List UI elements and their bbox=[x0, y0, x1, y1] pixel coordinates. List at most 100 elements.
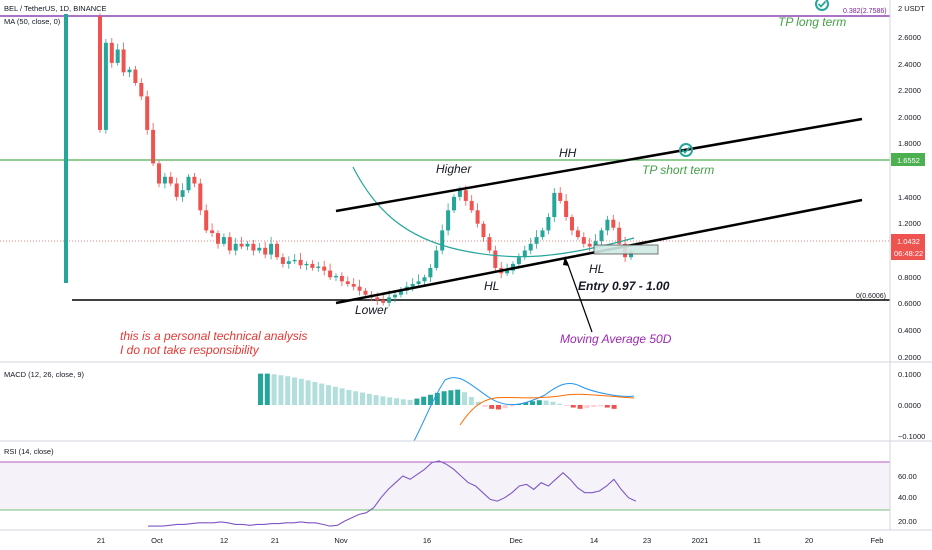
macd-histogram-bar[interactable] bbox=[564, 405, 569, 406]
candle[interactable] bbox=[227, 237, 232, 251]
candle[interactable] bbox=[310, 263, 315, 268]
macd-histogram-bar[interactable] bbox=[462, 392, 467, 405]
candle[interactable] bbox=[322, 266, 327, 271]
candle[interactable] bbox=[269, 243, 274, 255]
candle[interactable] bbox=[605, 219, 610, 231]
macd-histogram-bar[interactable] bbox=[353, 391, 359, 405]
candle[interactable] bbox=[375, 297, 380, 301]
macd-histogram-bar[interactable] bbox=[611, 405, 617, 409]
macd-histogram-bar[interactable] bbox=[570, 405, 576, 408]
macd-histogram-bar[interactable] bbox=[550, 401, 556, 405]
macd-histogram-bar[interactable] bbox=[264, 373, 270, 405]
signal-line[interactable] bbox=[459, 393, 635, 426]
macd-histogram-bar[interactable] bbox=[326, 385, 331, 405]
candle[interactable] bbox=[180, 190, 185, 197]
macd-histogram-bar[interactable] bbox=[414, 398, 420, 405]
macd-histogram-bar[interactable] bbox=[339, 388, 345, 405]
candle[interactable] bbox=[345, 281, 350, 284]
macd-pane[interactable] bbox=[258, 373, 635, 442]
candle[interactable] bbox=[552, 192, 557, 217]
macd-histogram-bar[interactable] bbox=[407, 399, 413, 405]
candle[interactable] bbox=[257, 247, 262, 251]
macd-histogram-bar[interactable] bbox=[502, 405, 508, 409]
rsi-indicator-label[interactable]: RSI (14, close) bbox=[4, 447, 54, 456]
tp-price-badge[interactable] bbox=[891, 153, 925, 166]
macd-histogram-bar[interactable] bbox=[577, 405, 583, 409]
candle[interactable] bbox=[564, 200, 569, 217]
candle[interactable] bbox=[446, 210, 451, 231]
ma-indicator-label[interactable]: MA (50, close, 0) bbox=[4, 17, 61, 26]
candle[interactable] bbox=[516, 257, 521, 264]
rsi-pane[interactable] bbox=[0, 460, 890, 527]
candle[interactable] bbox=[204, 210, 209, 231]
candle[interactable] bbox=[534, 237, 539, 244]
macd-histogram-bar[interactable] bbox=[591, 405, 597, 407]
candle[interactable] bbox=[286, 261, 291, 264]
macd-histogram-bar[interactable] bbox=[360, 392, 365, 405]
candle[interactable] bbox=[481, 223, 486, 238]
candle[interactable] bbox=[145, 96, 150, 130]
macd-histogram-bar[interactable] bbox=[434, 392, 440, 405]
entry-zone[interactable] bbox=[593, 244, 659, 255]
candle[interactable] bbox=[233, 243, 238, 251]
candle[interactable] bbox=[263, 247, 268, 255]
macd-line[interactable] bbox=[413, 377, 635, 442]
candle[interactable] bbox=[186, 176, 191, 191]
last-price-badge[interactable] bbox=[891, 234, 925, 260]
candle[interactable] bbox=[292, 259, 297, 262]
candle[interactable] bbox=[440, 230, 445, 251]
candle[interactable] bbox=[157, 163, 161, 184]
candle[interactable] bbox=[139, 83, 144, 97]
rsi-line[interactable] bbox=[148, 460, 637, 527]
macd-histogram-bar[interactable] bbox=[557, 403, 563, 405]
macd-indicator-label[interactable]: MACD (12, 26, close, 9) bbox=[4, 370, 85, 379]
candle[interactable] bbox=[304, 263, 309, 266]
candle[interactable] bbox=[245, 243, 250, 247]
candle[interactable] bbox=[587, 243, 592, 247]
candle[interactable] bbox=[316, 266, 321, 268]
candle[interactable] bbox=[617, 227, 622, 244]
macd-histogram-bar[interactable] bbox=[523, 402, 529, 405]
price-axis[interactable]: 2.6000 2.4000 2.2000 2.0000 1.8000 1.4000 1.20… bbox=[891, 4, 925, 526]
macd-histogram-bar[interactable] bbox=[428, 394, 433, 405]
candle[interactable] bbox=[151, 129, 156, 164]
macd-histogram-bar[interactable] bbox=[530, 401, 535, 405]
candle[interactable] bbox=[210, 230, 215, 234]
macd-histogram-bar[interactable] bbox=[258, 373, 263, 405]
candle[interactable] bbox=[570, 217, 574, 231]
macd-histogram-bar[interactable] bbox=[394, 398, 399, 405]
macd-histogram-bar[interactable] bbox=[305, 380, 311, 405]
candle[interactable] bbox=[398, 290, 403, 295]
candle[interactable] bbox=[280, 257, 285, 264]
candle[interactable] bbox=[599, 230, 604, 242]
macd-histogram-bar[interactable] bbox=[285, 376, 291, 405]
macd-histogram-bar[interactable] bbox=[278, 375, 284, 405]
candle[interactable] bbox=[109, 42, 114, 63]
candle[interactable] bbox=[522, 250, 527, 258]
macd-histogram-bar[interactable] bbox=[387, 397, 393, 405]
candle[interactable] bbox=[133, 69, 138, 83]
candle[interactable] bbox=[469, 200, 474, 211]
candle[interactable] bbox=[115, 49, 120, 63]
macd-histogram-bar[interactable] bbox=[509, 405, 515, 407]
candle[interactable] bbox=[298, 259, 303, 266]
macd-histogram-bar[interactable] bbox=[271, 374, 277, 405]
candle[interactable] bbox=[505, 270, 510, 274]
macd-histogram-bar[interactable] bbox=[441, 391, 447, 405]
candle[interactable] bbox=[422, 277, 427, 282]
macd-histogram-bar[interactable] bbox=[312, 381, 318, 405]
macd-histogram-bar[interactable] bbox=[400, 399, 406, 405]
candle[interactable] bbox=[410, 284, 415, 287]
macd-histogram-bar[interactable] bbox=[598, 405, 603, 407]
candle[interactable] bbox=[493, 250, 498, 268]
candle[interactable] bbox=[457, 190, 462, 197]
candle[interactable] bbox=[127, 69, 132, 73]
candle[interactable] bbox=[393, 294, 397, 298]
macd-histogram-bar[interactable] bbox=[292, 377, 297, 405]
candle[interactable] bbox=[452, 196, 456, 211]
candle[interactable] bbox=[168, 176, 173, 184]
macd-histogram-bar[interactable] bbox=[332, 386, 338, 405]
candle[interactable] bbox=[275, 243, 279, 258]
candle[interactable] bbox=[162, 176, 167, 184]
